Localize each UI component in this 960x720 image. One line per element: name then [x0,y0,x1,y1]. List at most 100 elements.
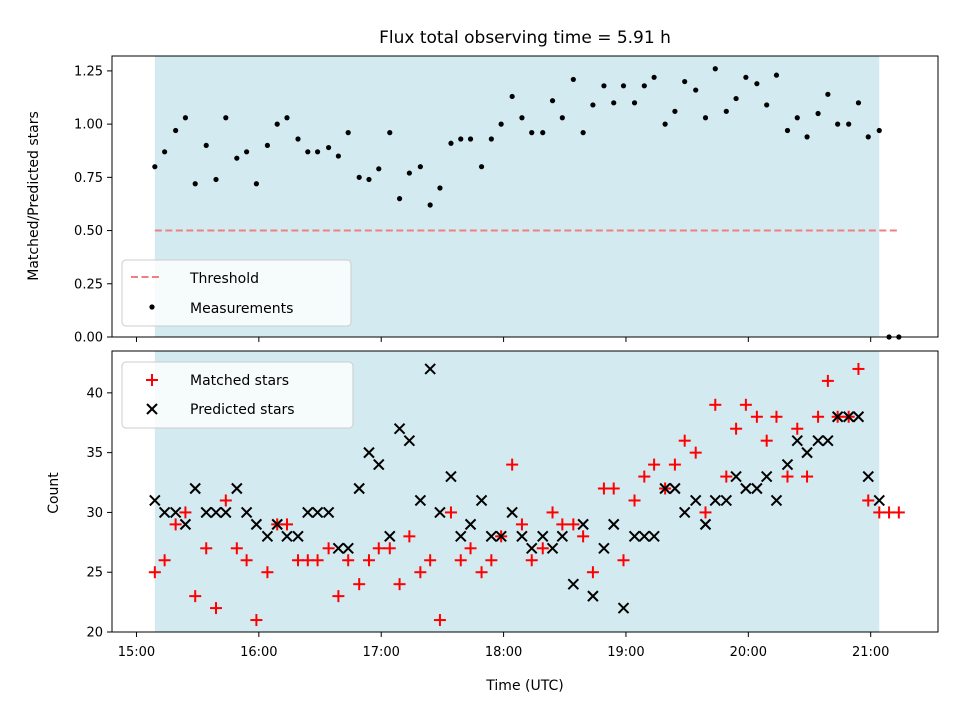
bottom-y-tick-label: 20 [86,626,103,641]
matched-star-point [322,542,335,555]
predicted-star-point [751,482,763,495]
predicted-x-b [577,518,589,531]
top-panel: 0.00 0.25 0.50 0.75 1.00 1.25 Flux total obse… [26,28,939,346]
bottom-y-tick-label: 40 [86,386,103,401]
predicted-x-b [506,506,518,519]
measurement-point [764,102,770,108]
bottom-axes-frame [111,350,939,633]
matched-star-point [179,506,192,519]
matched-star-point [607,482,620,495]
measurement-point [305,149,311,155]
measurement-point [682,78,688,85]
predicted-star-point [678,506,691,519]
predicted-x-b [720,494,733,507]
matched-star-point [464,542,477,555]
predicted-star-point [434,506,446,519]
measurement-point [702,115,709,121]
predicted-x-b [332,542,345,555]
measurement-point [223,115,229,121]
matched-star-point [332,590,345,603]
predicted-star-point [261,530,274,543]
top-y-tick-label: 0.00 [74,331,103,346]
predicted-x-b [678,506,691,519]
predicted-x-b [617,602,630,614]
predicted-star-point [322,506,335,519]
measurement-point [672,108,678,114]
matched-star-point [515,518,528,531]
predicted-star-point [740,482,752,495]
matched-star-point [261,566,274,579]
bottom-y-tick-label: 35 [86,446,103,461]
predicted-x-b [485,530,498,543]
measurements-legend-label: Measurements [190,301,293,317]
bottom-y-tick-label: 30 [86,506,103,521]
measurement-point [182,115,189,121]
bottom-y-tick-label: 25 [86,566,103,581]
bottom-panel: 20 25 30 35 40 15:00 16:00 17:00 18:00 19:00 20:0… [46,350,939,694]
measurement-point [152,164,158,170]
matched-star-point [678,434,691,447]
predicted-star-point [495,530,507,543]
top-legend: Threshold Measurements [121,259,352,327]
predicted-x-b [210,506,222,519]
predicted-star-point [393,423,406,435]
measurement-point [601,83,607,89]
matched-star-point [801,470,814,483]
matched-star-point [219,494,232,507]
matched-star-point [668,458,681,471]
predicted-x-b [791,434,803,447]
top-y-axis-label: Matched/Predicted stars [26,111,42,281]
predicted-star-point [424,363,436,375]
matched-star-point [353,578,366,591]
matched-star-point [821,374,834,387]
predicted-legend-swatch [146,403,158,415]
predicted-star-point [587,590,599,602]
predicted-star-point [709,494,721,507]
bottom-legend: Matched stars Predicted stars [121,361,354,429]
predicted-x-b [852,411,865,423]
top-y-tick-label: 1.25 [74,64,103,79]
matched-star-point [546,506,559,519]
predicted-star-point [169,506,182,519]
predicted-star-point [546,542,559,555]
matched-star-point [781,470,794,483]
matched-star-point [648,458,661,471]
bottom-x-tick-label: 16:00 [240,645,277,660]
predicted-star-point [231,482,243,495]
predicted-star-point [311,506,324,519]
measurement-point [253,181,259,187]
matched-star-point [403,530,416,543]
predicted-x-b [220,506,232,519]
predicted-star-point [353,482,365,495]
predicted-x-b [781,458,794,471]
measurement-point [314,149,321,155]
x-axis-label: Time (UTC) [485,678,563,694]
matched-star-point [393,578,406,591]
measurement-point [284,115,290,121]
predicted-x-b [200,506,212,519]
predicted-x-b [464,518,477,531]
predicted-star-point [873,494,885,507]
predicted-x-b [730,470,742,483]
predicted-star-point [648,530,660,543]
predicted-x-b [149,494,161,507]
measurement-point [835,121,841,127]
bottom-x-tick-label: 19:00 [607,645,644,660]
predicted-x-b [434,506,446,519]
predicted-x-b [567,578,580,590]
measurement-point [631,100,638,106]
predicted-x-b [812,434,824,447]
predicted-star-point [220,506,232,519]
predicted-x-b [831,411,844,423]
predicted-star-point [730,470,742,483]
predicted-x-b [822,434,834,447]
measurement-point [488,136,494,142]
predicted-x-b [842,411,855,423]
predicted-x-b [322,506,335,519]
matched-star-point [240,554,253,567]
measurement-point [264,142,271,149]
predicted-x-b [240,506,253,519]
matched-legend-swatch [146,374,158,386]
chart-title: Flux total observing time = 5.91 h [379,28,671,48]
